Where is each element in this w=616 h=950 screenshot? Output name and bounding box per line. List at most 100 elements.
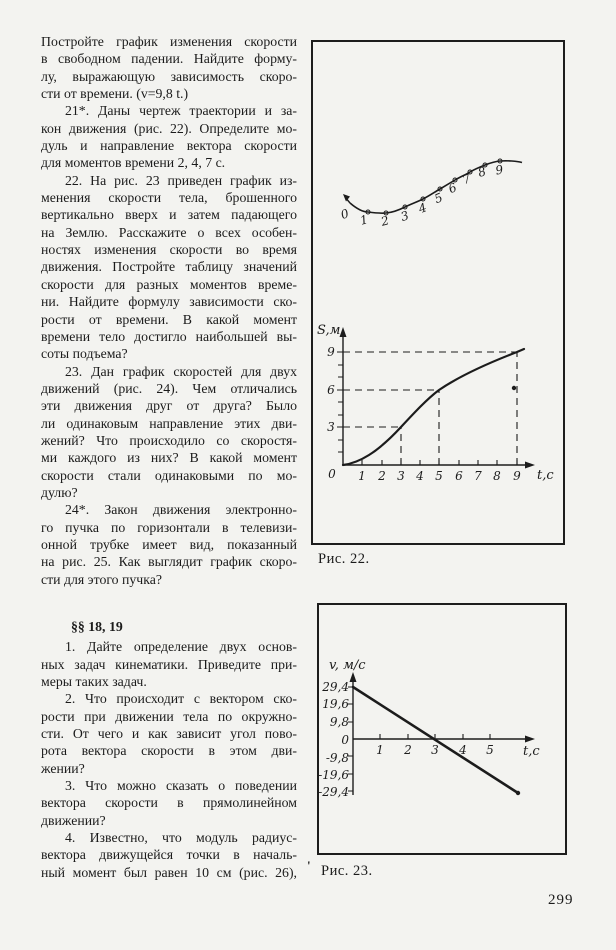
text-line: 1. Дайте определение двух основ- <box>65 639 297 655</box>
text-line: эти движения друг от друга? Было <box>41 398 297 414</box>
fig22-x-tick-label: 4 <box>415 469 424 483</box>
text-line: движения. Постройте таблицу значений <box>41 259 297 275</box>
fig22-x-tick-label: 3 <box>397 469 405 483</box>
text-line: сти для этого пучка? <box>41 571 162 587</box>
fig23-y-tick-label: 19,6 <box>322 697 349 711</box>
figure-22-drawing: 0 1 2 3 4 5 6 7 8 9 S,м <box>317 158 554 483</box>
fig23-x-tick-label: 3 <box>431 743 439 757</box>
text-line: меры таких задач. <box>41 674 147 690</box>
fig22-y-tick-label: 9 <box>327 345 335 359</box>
text-line: рости при движении тела по окружно- <box>41 708 297 724</box>
text-line: вектора скорости в прямолинейном <box>41 795 297 811</box>
fig23-x-tick-label: 2 <box>403 743 412 757</box>
text-line: движений (рис. 24). Чем отличались <box>41 380 297 396</box>
text-line: кон движения (рис. 22). Определите мо- <box>41 120 297 136</box>
trajectory-point-label: 6 <box>446 180 459 196</box>
fig22-origin-label: 0 <box>328 467 336 481</box>
text-line: жений? Что происходило со скоростя- <box>41 432 297 448</box>
text-line: ми каждого из них? В какой момент <box>41 450 297 466</box>
text-line: лу, выражающую зависимость скоро- <box>41 68 297 84</box>
trajectory-point-label: 1 <box>359 212 370 227</box>
fig22-x-tick-label: 2 <box>377 469 386 483</box>
y-axis-arrowhead <box>339 327 347 337</box>
figure-23-caption: Рис. 23. <box>321 863 373 879</box>
figure-23-drawing: v, м/с t,с 29,4 19,6 9,8 0 -9,8 -19,6 -2… <box>319 658 540 799</box>
trajectory-point-label: 3 <box>399 208 411 224</box>
fig23-y-tick-label: -9,8 <box>326 751 350 765</box>
fig22-x-axis-label: t,с <box>537 468 554 483</box>
x-axis-arrowhead <box>525 735 535 743</box>
s-t-curve <box>341 347 526 467</box>
line-end-dot <box>515 790 521 796</box>
text-line: 3. Что можно сказать о поведении <box>65 778 297 794</box>
text-line: в свободном падении. Найдите форму- <box>41 51 297 67</box>
text-line: Постройте график изменения скорости <box>41 34 297 49</box>
dashed-guide-s9 <box>343 351 518 465</box>
trajectory-arrowhead <box>343 194 350 202</box>
x-axis-arrowhead <box>525 461 535 469</box>
fig23-y-tick-label: -19,6 <box>319 768 349 782</box>
text-line: сти. От чего и как зависит угол пово- <box>41 726 297 742</box>
dashed-guide-s3 <box>343 426 402 465</box>
text-line: скорости для разных моментов време- <box>41 276 297 292</box>
text-line: соты подъема? <box>41 346 128 362</box>
x-axis-ticks <box>379 734 491 739</box>
fig23-x-tick-label: 4 <box>458 743 467 757</box>
trajectory-point-label: 8 <box>476 164 488 180</box>
fig23-x-tick-label: 5 <box>486 743 494 757</box>
fig23-x-axis-label: t,с <box>523 744 540 759</box>
text-line: ностях изменения скорости во время <box>41 242 297 258</box>
text-line: вертикально вверх и затем падающего <box>41 207 297 223</box>
dashed-guide-s6 <box>343 389 440 465</box>
fig23-y-axis-label: v, м/с <box>329 658 366 673</box>
text-line: 21*. Даны чертеж траектории и за- <box>65 103 297 119</box>
y-axis-ticks <box>337 351 343 453</box>
text-line: §§ 18, 19 <box>71 619 123 634</box>
text-line: 4. Известно, что модуль радиус- <box>65 830 297 846</box>
left-column: Постройте график изменения скорости в сво… <box>41 33 297 881</box>
fig22-x-tick-label: 1 <box>358 469 366 483</box>
page-number: 299 <box>548 892 574 908</box>
text-line: дулю? <box>41 484 78 500</box>
text-line: времени тело достигло наибольшей вы- <box>41 328 297 344</box>
figure-23-box: v, м/с t,с 29,4 19,6 9,8 0 -9,8 -19,6 -2… <box>317 603 567 855</box>
y-axis-ticks <box>348 686 353 792</box>
trajectory-point-label: 4 <box>416 200 429 216</box>
text-line: 22. На рис. 23 приведен график из- <box>65 172 297 188</box>
fig23-x-tick-label: 1 <box>376 743 384 757</box>
text-line: ли одинаковым направление этих дви- <box>41 415 297 431</box>
fig22-x-tick-label: 9 <box>513 469 521 483</box>
text-line: 2. Что происходит с вектором ско- <box>65 691 297 707</box>
text-line: для моментов времени 2, 4, 7 с. <box>41 155 226 171</box>
trajectory-curve <box>349 160 523 214</box>
trajectory-point-label: 5 <box>432 190 444 206</box>
trajectory-points <box>365 158 503 216</box>
trajectory-point-label: 0 <box>339 206 351 222</box>
fig22-x-tick-label: 5 <box>435 469 443 483</box>
fig23-y-tick-label: 0 <box>341 733 349 747</box>
text-line: ных задач кинематики. Приведите при- <box>41 656 297 672</box>
fig22-y-axis-label: S,м <box>317 323 340 338</box>
fig23-y-tick-label: 9,8 <box>330 715 349 729</box>
fig22-x-tick-label: 7 <box>474 469 482 483</box>
text-line: ни. Найдите формулу зависимости ско- <box>41 294 297 310</box>
v-t-line <box>351 685 520 795</box>
text-line: скорости стали одинаковыми по мо- <box>41 467 297 483</box>
fig22-y-tick-label: 6 <box>327 383 335 397</box>
text-line: жении? <box>41 760 85 776</box>
text-line: на рис. 25. Как выглядит график скоро- <box>41 554 297 570</box>
text-line: 24*. Закон движения электронно- <box>65 502 297 518</box>
text-line: рота вектора скорости в этом дви- <box>41 743 297 759</box>
trajectory-point-label: 9 <box>494 162 504 177</box>
print-mark: ' <box>307 858 311 873</box>
text-line: рости от времени. В какой момент <box>41 311 297 327</box>
text-line: менения скорости тела, брошенного <box>41 190 297 206</box>
text-line: 23. Дан график скоростей для двух <box>65 363 297 379</box>
fig22-y-tick-label: 3 <box>327 420 335 434</box>
figure-22-caption: Рис. 22. <box>318 551 370 567</box>
fig23-y-tick-label: -29,4 <box>319 785 349 799</box>
text-line: движении? <box>41 812 106 828</box>
trajectory-point-label: 2 <box>379 213 391 229</box>
text-line: вектора движущейся точки в началь- <box>41 847 297 863</box>
fig23-y-tick-label: 29,4 <box>321 680 349 694</box>
